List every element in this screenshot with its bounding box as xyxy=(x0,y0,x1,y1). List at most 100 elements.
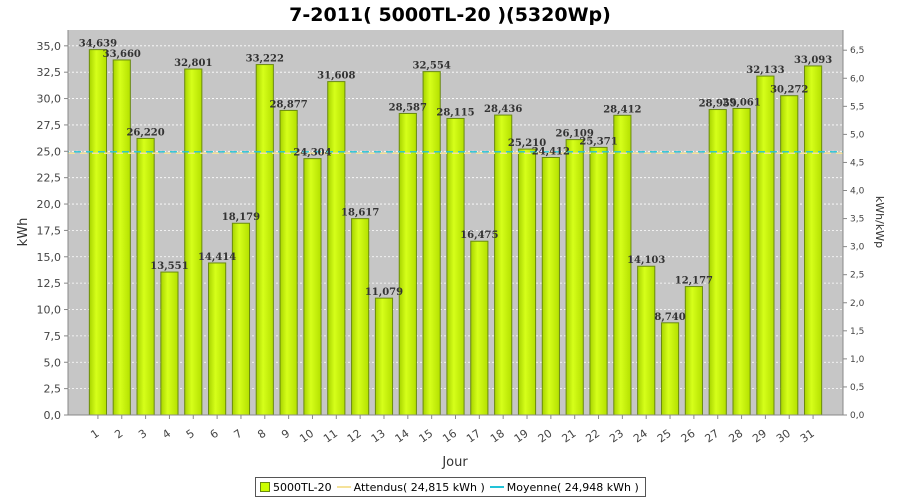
bar xyxy=(446,117,465,416)
legend-item-average: Moyenne( 24,948 kWh ) xyxy=(489,480,639,494)
x-tick-label: 3 xyxy=(136,427,149,442)
bar-value-label: 34,639 xyxy=(79,39,117,50)
x-tick-label: 24 xyxy=(631,427,650,446)
y-tick-label: 30,0 xyxy=(37,93,62,106)
x-tick-label: 5 xyxy=(184,427,197,442)
bar-value-label: 29,061 xyxy=(722,97,760,108)
x-axis-title: Jour xyxy=(441,455,468,470)
bar-value-label: 12,177 xyxy=(675,276,713,287)
y-axis-right: 0,0 0,5 1,0 1,5 2,0 2,5 3,0 3,5 4,0 4,5 5,0 5,5 6,0 6… xyxy=(842,30,865,421)
x-tick-label: 12 xyxy=(345,427,364,446)
bar xyxy=(708,109,727,416)
x-tick-label: 31 xyxy=(798,427,817,446)
legend-label-bars: 5000TL-20 xyxy=(273,480,332,494)
bar-value-label: 31,608 xyxy=(317,71,355,82)
bar-value-label: 24,304 xyxy=(293,148,331,159)
bar-value-label: 28,412 xyxy=(603,104,641,115)
bar-value-label: 28,587 xyxy=(389,102,427,113)
y-axis-title: kWh xyxy=(16,218,31,247)
y-tick-label: 2,5 xyxy=(44,383,62,396)
y-tick-label: 7,5 xyxy=(44,330,62,343)
x-tick-label: 28 xyxy=(726,427,745,446)
x-tick-label: 1 xyxy=(88,427,101,442)
y-tick-label: 20,0 xyxy=(37,198,62,211)
x-tick-label: 14 xyxy=(393,427,412,446)
y2-axis-title: kWh/kWp xyxy=(873,196,886,248)
bar-value-label: 26,109 xyxy=(556,129,594,140)
bar-value-label: 11,079 xyxy=(365,287,403,298)
bar xyxy=(88,49,108,416)
bar xyxy=(660,322,680,416)
bar xyxy=(756,75,775,416)
x-tick-label: 10 xyxy=(297,427,316,446)
y-tick-label: 0,0 xyxy=(44,409,62,422)
legend-item-expected: Attendus( 24,815 kWh ) xyxy=(336,480,485,494)
bar-value-label: 16,475 xyxy=(460,230,498,241)
x-tick-label: 13 xyxy=(369,427,388,446)
y2-tick-label: 4,0 xyxy=(850,187,865,197)
bar xyxy=(637,265,656,416)
bar-value-label: 32,801 xyxy=(174,58,212,69)
y2-tick-label: 3,5 xyxy=(850,215,864,225)
x-tick-label: 6 xyxy=(208,427,221,442)
bar-value-label: 32,554 xyxy=(413,61,451,72)
bar-value-label: 18,617 xyxy=(341,208,379,219)
x-tick-label: 17 xyxy=(464,427,483,446)
y-tick-label: 35,0 xyxy=(37,40,62,53)
x-tick-label: 11 xyxy=(321,427,340,446)
y-tick-label: 15,0 xyxy=(37,251,62,264)
x-tick-label: 23 xyxy=(607,427,626,446)
bar xyxy=(112,59,131,416)
y2-tick-label: 5,5 xyxy=(850,102,864,112)
bar-value-label: 26,220 xyxy=(126,127,164,138)
bar xyxy=(351,218,370,416)
bar-value-label: 14,414 xyxy=(198,252,236,263)
bar xyxy=(136,137,155,416)
bar xyxy=(208,262,227,416)
bar-value-label: 30,272 xyxy=(770,85,808,96)
y-tick-label: 5,0 xyxy=(44,356,62,369)
y2-tick-label: 0,0 xyxy=(850,411,865,421)
y2-tick-label: 2,0 xyxy=(850,299,865,309)
bar-value-label: 14,103 xyxy=(627,255,665,266)
bar xyxy=(684,286,703,416)
y2-tick-label: 2,5 xyxy=(850,271,864,281)
x-tick-label: 22 xyxy=(583,427,602,446)
bar xyxy=(398,112,417,416)
bar xyxy=(470,240,489,416)
y2-tick-label: 1,5 xyxy=(850,327,864,337)
legend-label-expected: Attendus( 24,815 kWh ) xyxy=(353,480,485,494)
x-tick-label: 18 xyxy=(488,427,507,446)
y2-tick-label: 0,5 xyxy=(850,383,864,393)
bar xyxy=(780,95,799,416)
x-axis: 1 2 3 4 5 6 7 8 9 10 11 12 13 14 15 16 17 18 19 20 21 22 23 24 2… xyxy=(68,414,843,446)
bar-value-label: 33,093 xyxy=(794,55,832,66)
legend-label-average: Moyenne( 24,948 kWh ) xyxy=(506,480,639,494)
bar xyxy=(589,146,608,416)
y-tick-label: 32,5 xyxy=(37,66,62,79)
bar xyxy=(803,65,823,416)
bar-value-label: 13,551 xyxy=(150,261,188,272)
bar-value-label: 24,412 xyxy=(532,147,570,158)
x-tick-label: 8 xyxy=(255,427,268,442)
bar-value-label: 33,660 xyxy=(103,49,141,60)
reference-lines xyxy=(68,151,843,155)
x-tick-label: 7 xyxy=(231,427,244,442)
bar xyxy=(565,139,584,416)
x-tick-label: 15 xyxy=(416,427,435,446)
bar xyxy=(374,297,394,416)
bar-value-label: 28,959 xyxy=(699,99,737,110)
y-tick-label: 22,5 xyxy=(37,172,62,185)
bar-value-label: 28,436 xyxy=(484,104,522,115)
x-tick-label: 21 xyxy=(559,427,578,446)
y-tick-label: 17,5 xyxy=(37,224,62,237)
y2-tick-label: 3,0 xyxy=(850,243,865,253)
line-swatch-icon xyxy=(336,486,351,488)
bar-series xyxy=(88,49,823,416)
x-tick-label: 30 xyxy=(774,427,793,446)
y-tick-label: 12,5 xyxy=(37,277,62,290)
line-swatch-icon xyxy=(489,486,504,488)
chart-legend: 5000TL-20 Attendus( 24,815 kWh ) Moyenne… xyxy=(255,477,646,497)
